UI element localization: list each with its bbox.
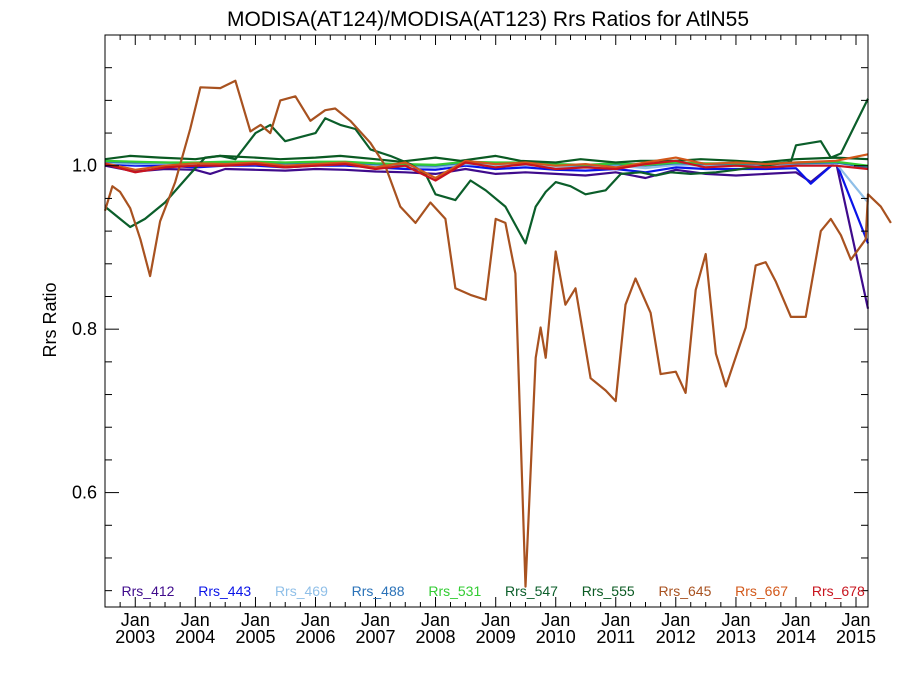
legend-item-rrs-412: Rrs_412 [122, 583, 175, 599]
legend-item-rrs-667: Rrs_667 [735, 583, 788, 599]
plot-frame [104, 34, 869, 608]
y-tick-label: 0.6 [72, 483, 97, 503]
series-line-rrs-412 [104, 160, 870, 309]
series-line-rrs-547 [104, 98, 869, 245]
x-tick-label-year: 2009 [476, 627, 516, 647]
y-axis-label: Rrs Ratio [40, 282, 60, 357]
legend-item-rrs-443: Rrs_443 [198, 583, 251, 599]
x-tick-label-year: 2003 [115, 627, 155, 647]
legend-item-rrs-555: Rrs_555 [582, 583, 635, 599]
x-tick-label-month: Jan [121, 610, 150, 630]
x-tick-label-month: Jan [661, 610, 690, 630]
y-tick-label: 0.8 [72, 319, 97, 339]
y-tick-label: 1.0 [72, 156, 97, 176]
series-line-rrs-667 [104, 153, 869, 180]
x-tick-label-year: 2004 [175, 627, 215, 647]
series-line-rrs-645 [103, 79, 892, 588]
x-tick-label-month: Jan [601, 610, 630, 630]
legend-item-rrs-488: Rrs_488 [352, 583, 405, 599]
x-tick-label-year: 2010 [536, 627, 576, 647]
x-tick-label-year: 2011 [596, 627, 635, 647]
x-tick-label-month: Jan [241, 610, 270, 630]
x-tick-label-month: Jan [181, 610, 210, 630]
legend-item-rrs-645: Rrs_645 [658, 583, 711, 599]
x-tick-label-year: 2006 [295, 627, 335, 647]
x-tick-label-month: Jan [301, 610, 330, 630]
x-tick-label-month: Jan [841, 610, 870, 630]
series-layer [103, 79, 892, 588]
x-tick-label-year: 2013 [716, 627, 756, 647]
x-tick-label-month: Jan [361, 610, 390, 630]
x-tick-label-year: 2008 [416, 627, 456, 647]
legend-item-rrs-469: Rrs_469 [275, 583, 328, 599]
x-tick-label-year: 2012 [656, 627, 696, 647]
x-tick-label-month: Jan [721, 610, 750, 630]
legend: Rrs_412 Rrs_443 Rrs_469 Rrs_488 Rrs_531 Rrs_5… [122, 583, 865, 599]
x-tick-label-month: Jan [421, 610, 450, 630]
x-tick-label-month: Jan [541, 610, 570, 630]
x-tick-label-year: 2014 [776, 627, 816, 647]
chart-title: MODISA(AT124)/MODISA(AT123) Rrs Ratios f… [227, 8, 749, 31]
ticks-layer: 0.60.81.0Jan2003Jan2004Jan2005Jan2006Jan… [72, 35, 876, 647]
legend-item-rrs-547: Rrs_547 [505, 583, 558, 599]
series-line-rrs-678 [104, 159, 869, 182]
x-tick-label-month: Jan [481, 610, 510, 630]
legend-item-rrs-531: Rrs_531 [428, 583, 481, 599]
x-tick-label-year: 2007 [355, 627, 395, 647]
x-tick-label-year: 2015 [836, 627, 876, 647]
series-line-rrs-555 [104, 154, 869, 164]
x-tick-label-month: Jan [781, 610, 810, 630]
legend-item-rrs-678: Rrs_678 [812, 583, 865, 599]
x-tick-label-year: 2005 [235, 627, 275, 647]
